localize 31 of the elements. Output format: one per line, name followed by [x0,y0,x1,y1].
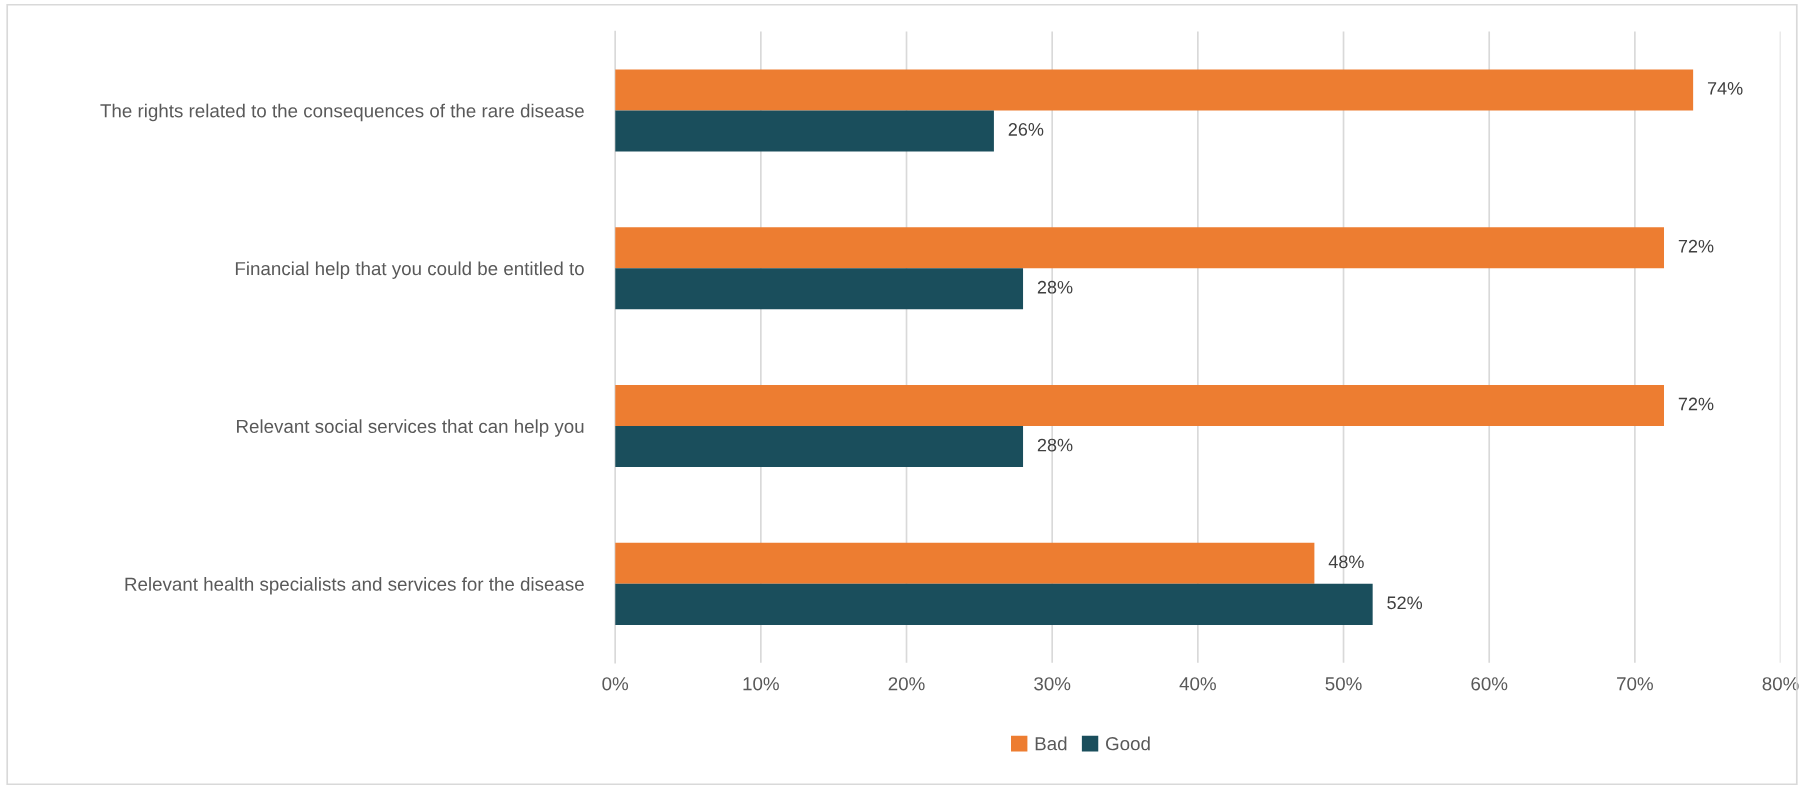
data-label: 72% [1678,239,1714,253]
x-tick-label: 10% [743,677,779,691]
x-tick-label: 70% [1617,677,1653,691]
bar [615,110,994,152]
data-label: 48% [1328,555,1364,569]
bar [615,385,1665,427]
legend-label: Good [1106,736,1150,751]
y-tick-label: Financial help that you could be entitled to [235,261,584,279]
data-label: 26% [1008,123,1044,136]
data-label: 28% [1037,280,1073,294]
x-tick-label: 60% [1471,677,1508,691]
bar [615,268,1024,310]
data-label: 52% [1387,596,1423,610]
x-tick-label: 50% [1325,677,1362,691]
x-tick-label: 40% [1179,677,1216,691]
bar [615,583,1373,625]
y-tick-label: Relevant health specialists and services for the disease [125,577,584,595]
legend-label: Bad [1035,736,1067,751]
data-label: 72% [1678,397,1714,411]
data-label: 74% [1707,82,1743,95]
x-tick-label: 0% [602,677,629,691]
x-tick-label: 20% [888,677,925,691]
data-label: 28% [1037,438,1073,452]
bar [615,542,1315,584]
y-tick-label: The rights related to the consequences of the rare disease [100,103,584,122]
bar [615,69,1694,111]
x-tick-label: 80% [1762,677,1799,691]
x-tick-label: 30% [1034,677,1071,691]
bar [615,426,1024,468]
bar [615,227,1665,269]
y-tick-label: Relevant social services that can help you [237,419,584,437]
